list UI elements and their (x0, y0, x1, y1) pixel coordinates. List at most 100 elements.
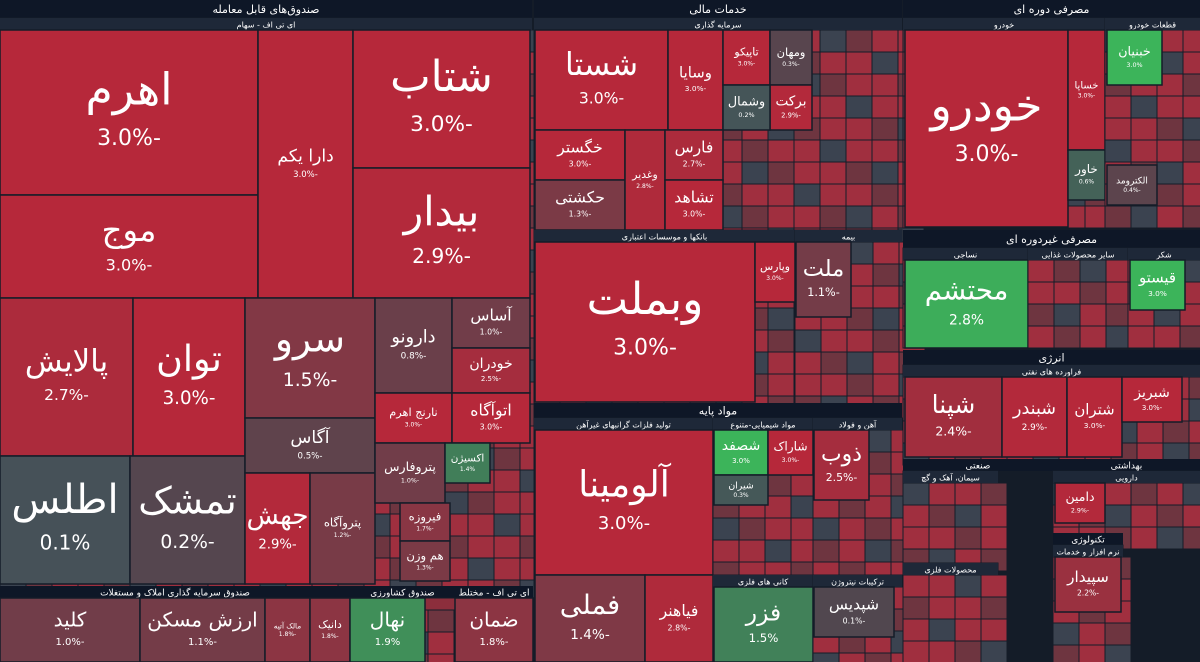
small-tile (871, 139, 899, 163)
small-tile (812, 517, 840, 541)
tile (454, 597, 534, 662)
small-tile (980, 640, 1008, 662)
group-title: نساجی (954, 251, 977, 260)
tile-name: خساپا (1075, 81, 1099, 92)
small-tile (902, 640, 930, 662)
small-tile (764, 495, 792, 519)
tile-change: -2.8% (668, 623, 691, 632)
tile-change: -2.2% (1077, 589, 1099, 598)
small-tile (838, 539, 866, 563)
tile-name: جهش (246, 500, 308, 531)
tile (309, 472, 376, 585)
tile-name: آگاس (290, 426, 330, 448)
small-tile (767, 139, 795, 163)
small-tile (845, 205, 873, 229)
small-tile (1104, 205, 1132, 229)
small-tile (872, 351, 900, 375)
tile-name: ذوب (821, 442, 862, 467)
tile-name: وشمال (728, 93, 765, 109)
small-tile (467, 535, 495, 559)
small-tile (871, 117, 899, 141)
tile-name: شصفد (722, 438, 761, 454)
small-tile (928, 526, 956, 550)
small-tile (1027, 259, 1055, 283)
tile-change: -3.0% (106, 255, 153, 274)
tile-change: -3.0% (579, 89, 624, 107)
group-header (0, 18, 532, 30)
small-tile (741, 161, 769, 185)
small-tile (872, 241, 900, 265)
small-tile (741, 139, 769, 163)
sector-header (1053, 459, 1200, 471)
tile-change: -1.7% (416, 525, 433, 532)
small-tile (767, 351, 795, 375)
group-title: سرمایه گذاری (694, 20, 742, 30)
tile-name: اطلس (11, 477, 118, 523)
sector-title: بهداشتی (1111, 462, 1143, 472)
sector-title: ای تی اف - مختلط (459, 589, 530, 599)
small-tile (1027, 281, 1055, 305)
tile (664, 179, 724, 231)
tile-name: سپیدار (1066, 568, 1109, 587)
small-tile (1079, 259, 1107, 283)
sector-title: صنعتی (966, 462, 991, 472)
group-title: سایر محصولات غذایی (1042, 251, 1115, 260)
small-tile (1182, 73, 1200, 97)
small-tile (767, 205, 795, 229)
small-tile (1104, 622, 1132, 646)
tile (132, 297, 246, 457)
tile (1054, 556, 1122, 613)
tile-name: ارزش مسکن (147, 608, 257, 632)
tile (257, 29, 354, 299)
tile (713, 429, 769, 476)
tile (1054, 482, 1106, 524)
tile-name: فیروزه (409, 509, 442, 524)
small-tile (954, 574, 982, 598)
small-tile (954, 504, 982, 528)
small-tile (467, 513, 495, 537)
small-tile (902, 504, 930, 528)
tile-name: سرو (273, 317, 345, 362)
sector-header (903, 230, 1200, 248)
small-tile (793, 161, 821, 185)
small-tile (819, 161, 847, 185)
sector-header (903, 0, 1200, 18)
sector-title: انرژی (1038, 352, 1064, 365)
small-tile (1156, 504, 1184, 528)
sector-header (534, 0, 902, 18)
tile-name: محتشم (925, 275, 1009, 307)
tile-name: بیدار (402, 188, 480, 236)
group-title: سیمان، آهک و گچ (921, 473, 980, 483)
small-tile (1052, 644, 1080, 662)
tile-change: -2.9% (781, 112, 801, 120)
small-tile (928, 640, 956, 662)
tile-change: -3.0% (685, 84, 707, 93)
tile-name: ومهان (777, 45, 806, 60)
tile-name: آلومینا (578, 461, 672, 505)
tile-change: -3.0% (1078, 93, 1095, 100)
tile-name: الکترومد (1116, 176, 1148, 186)
group-title: خودرو (993, 21, 1014, 30)
small-tile (872, 307, 900, 331)
tile-name: شبریز (1133, 385, 1170, 401)
small-tile (820, 329, 848, 353)
tile (1066, 376, 1123, 458)
small-tile (1053, 303, 1081, 327)
tile-name: ضمان (469, 608, 518, 632)
small-tile (1104, 139, 1132, 163)
small-tile (1156, 117, 1184, 141)
tile (1106, 164, 1158, 206)
group-header (813, 418, 902, 430)
small-tile (928, 618, 956, 642)
small-tile (872, 263, 900, 287)
small-tile (845, 51, 873, 75)
small-tile (1182, 183, 1200, 207)
small-tile (872, 329, 900, 353)
sector-title: مصرفی دوره ای (1014, 3, 1090, 16)
small-tile (794, 329, 822, 353)
tile (534, 429, 714, 576)
small-tile (1104, 644, 1132, 662)
tile-change: -2.9% (1071, 508, 1089, 515)
tile-name: شستا (565, 47, 638, 83)
small-tile (1182, 139, 1200, 163)
